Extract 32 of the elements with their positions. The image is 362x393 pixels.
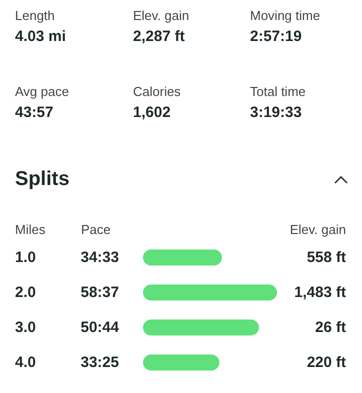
- text: 220 ft: [306, 354, 346, 371]
- text: 43:57: [15, 104, 54, 121]
- text: Elev. gain: [133, 8, 190, 23]
- y-tick-label: 1.0: [15, 249, 36, 266]
- text: 3:19:33: [250, 104, 302, 121]
- bar: [143, 320, 259, 336]
- data-label: 34:33: [80, 249, 119, 266]
- chart-title: Splits: [15, 168, 70, 191]
- bar: [143, 250, 222, 266]
- text: 4.03 mi: [15, 28, 66, 45]
- data-label: 50:44: [80, 319, 120, 336]
- text: 1,602: [133, 104, 171, 121]
- text: 2,287 ft: [133, 28, 185, 45]
- bar: [143, 354, 220, 370]
- text: 26 ft: [315, 319, 346, 336]
- bar: [143, 284, 277, 300]
- x-axis-title: Pace: [81, 222, 111, 237]
- text: 1,483 ft: [294, 284, 346, 301]
- text: 2:57:19: [250, 28, 302, 45]
- text: 558 ft: [306, 249, 346, 266]
- y-tick-label: 4.0: [15, 354, 36, 371]
- y2-axis-title: Elev. gain: [290, 222, 346, 237]
- y-tick-label: 3.0: [15, 319, 36, 336]
- text: Total time: [250, 84, 306, 99]
- y-axis-title: Miles: [15, 222, 46, 237]
- text: Length: [15, 8, 55, 23]
- text: Avg pace: [15, 84, 69, 99]
- y-tick-label: 2.0: [15, 284, 36, 301]
- data-label: 58:37: [80, 284, 119, 301]
- data-label: 33:25: [80, 354, 119, 371]
- text: Calories: [133, 84, 181, 99]
- text: Moving time: [250, 8, 320, 23]
